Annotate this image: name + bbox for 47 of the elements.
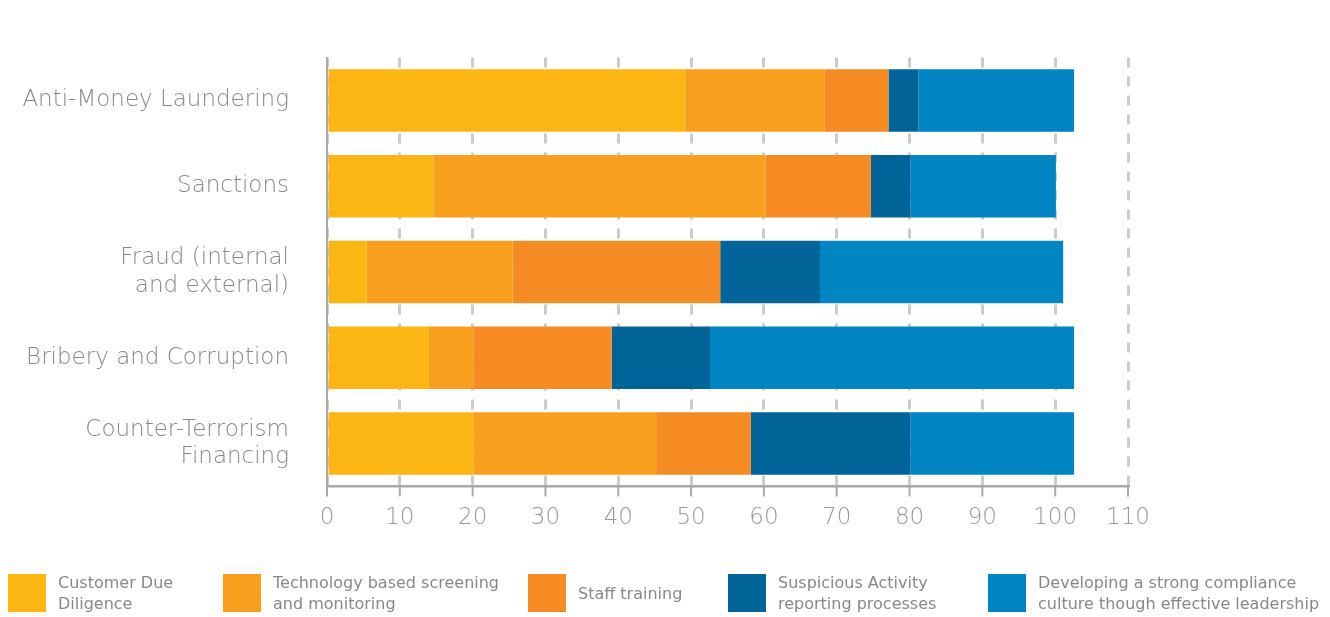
x-tick-label: 40 <box>603 503 633 530</box>
legend-label: Suspicious Activity reporting processes <box>778 572 938 614</box>
bar <box>819 240 1064 304</box>
legend-label: Developing a strong compliance culture though effective leadership <box>1038 572 1321 614</box>
bar <box>710 326 1075 390</box>
bar <box>512 240 721 304</box>
bar <box>824 69 889 132</box>
bar <box>428 326 474 390</box>
y-tick-label: Anti-Money Laundering <box>22 85 289 112</box>
bar <box>473 326 612 390</box>
y-tick-label: Bribery and Corruption <box>26 342 289 369</box>
x-tick-label: 0 <box>319 503 335 530</box>
x-tick-label: 90 <box>967 503 997 530</box>
x-tick-label: 10 <box>385 503 415 530</box>
x-tick-label: 50 <box>676 503 706 530</box>
x-tick-label: 20 <box>458 503 488 530</box>
bar <box>328 326 429 390</box>
bar <box>685 69 825 132</box>
x-tick-label: 70 <box>822 503 852 530</box>
y-tick-label: Fraud (internal and external) <box>120 243 289 297</box>
bar <box>433 154 766 218</box>
bar <box>473 412 657 475</box>
bar <box>910 154 1056 218</box>
bar <box>765 154 871 218</box>
bar <box>328 69 686 132</box>
bar <box>366 240 513 304</box>
x-tick-label: 110 <box>1106 503 1150 530</box>
bar <box>328 240 367 304</box>
bar <box>328 412 474 475</box>
legend-label: Staff training <box>578 582 683 604</box>
x-tick-label: 100 <box>1033 503 1078 530</box>
bar <box>918 69 1075 132</box>
y-tick-label: Sanctions <box>177 171 289 198</box>
y-tick-label: Counter-Terrorism Financing <box>85 414 289 469</box>
bar <box>656 412 751 475</box>
bar <box>750 412 911 475</box>
legend-label: Customer Due Diligence <box>58 572 175 614</box>
x-tick-label: 60 <box>749 503 779 530</box>
bar <box>888 69 919 132</box>
bar <box>328 154 434 218</box>
x-tick-label: 80 <box>894 503 925 530</box>
bar <box>611 326 711 390</box>
legend-label: Technology based screening and monitoring <box>273 572 501 614</box>
bar <box>720 240 820 304</box>
bar <box>910 412 1075 475</box>
x-tick-label: 30 <box>530 503 561 530</box>
bar <box>870 154 911 218</box>
